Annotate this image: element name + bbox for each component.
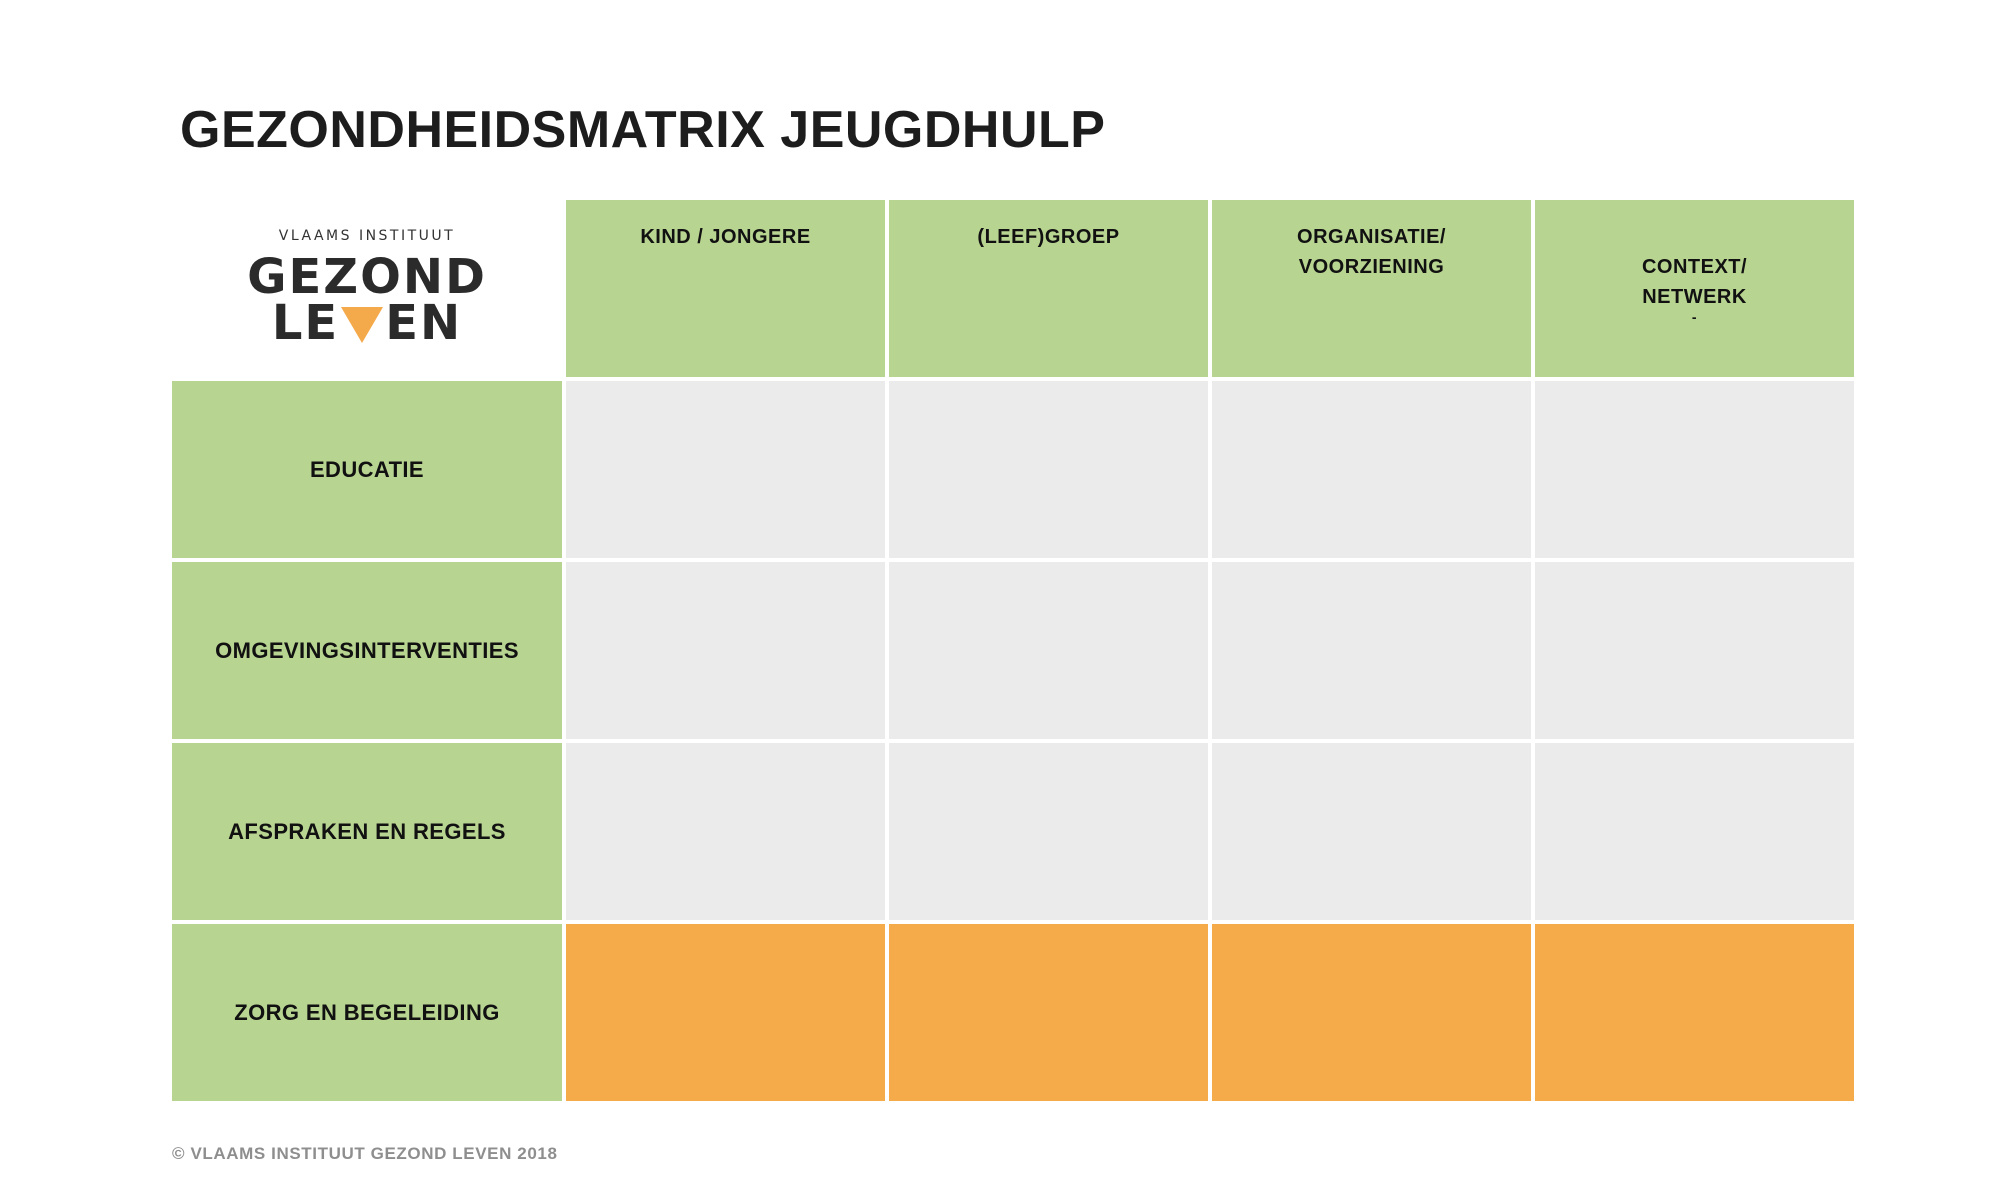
logo-word-leven-right: EN	[385, 295, 463, 351]
matrix-cell	[1212, 562, 1531, 739]
column-header-organisatie-voorziening: ORGANISATIE/ VOORZIENING	[1212, 200, 1531, 377]
column-header-kind-jongere: KIND / JONGERE	[566, 200, 885, 377]
matrix-cell-highlight	[1212, 924, 1531, 1101]
matrix-cell	[1535, 381, 1854, 558]
logo-word-leven: LE EN	[271, 295, 463, 351]
logo-subtitle: VLAAMS INSTITUUT	[278, 228, 456, 244]
row-header-label: ZORG EN BEGELEIDING	[234, 999, 500, 1025]
matrix-cell	[566, 743, 885, 920]
matrix-cell	[1535, 743, 1854, 920]
copyright-footer: © VLAAMS INSTITUUT GEZOND LEVEN 2018	[172, 1144, 558, 1163]
matrix-cell	[889, 743, 1208, 920]
logo: VLAAMS INSTITUUT GEZOND LE EN	[172, 200, 562, 377]
matrix-cell	[889, 562, 1208, 739]
matrix-cell	[889, 381, 1208, 558]
column-header-leefgroep: (LEEF)GROEP	[889, 200, 1208, 377]
row-header-label: AFSPRAKEN EN REGELS	[228, 818, 506, 844]
page-title: GEZONDHEIDSMATRIX JEUGDHULP	[180, 101, 1106, 159]
matrix-cell-highlight	[566, 924, 885, 1101]
row-header-educatie: EDUCATIE	[172, 381, 562, 558]
column-header-label: KIND / JONGERE	[640, 226, 811, 248]
row-header-label: OMGEVINGSINTERVENTIES	[215, 637, 519, 663]
logo-word-gezond: GEZOND	[247, 249, 487, 305]
row-header-afspraken-en-regels: AFSPRAKEN EN REGELS	[172, 743, 562, 920]
row-header-label: EDUCATIE	[309, 456, 425, 482]
matrix-cell	[566, 562, 885, 739]
row-header-zorg-en-begeleiding: ZORG EN BEGELEIDING	[172, 924, 562, 1101]
matrix-cell-highlight	[1535, 924, 1854, 1101]
column-header-label: ORGANISATIE/ VOORZIENING	[1297, 226, 1446, 278]
column-header-mark: -	[1691, 309, 1698, 325]
logo-triangle-icon	[341, 307, 384, 343]
column-header-label: (LEEF)GROEP	[977, 226, 1120, 248]
column-header-context-netwerk: CONTEXT/ NETWERK -	[1535, 200, 1854, 377]
logo-word-leven-left: LE	[271, 295, 340, 351]
column-header-label: CONTEXT/ NETWERK -	[1642, 222, 1747, 352]
matrix-cell-highlight	[889, 924, 1208, 1101]
matrix-cell	[566, 381, 885, 558]
row-header-omgevingsinterventies: OMGEVINGSINTERVENTIES	[172, 562, 562, 739]
matrix-cell	[1212, 381, 1531, 558]
column-header-text: CONTEXT/ NETWERK	[1641, 256, 1748, 308]
matrix-cell	[1535, 562, 1854, 739]
matrix-cell	[1212, 743, 1531, 920]
health-matrix: VLAAMS INSTITUUT GEZOND LE EN KIND / JON…	[172, 200, 1854, 1103]
